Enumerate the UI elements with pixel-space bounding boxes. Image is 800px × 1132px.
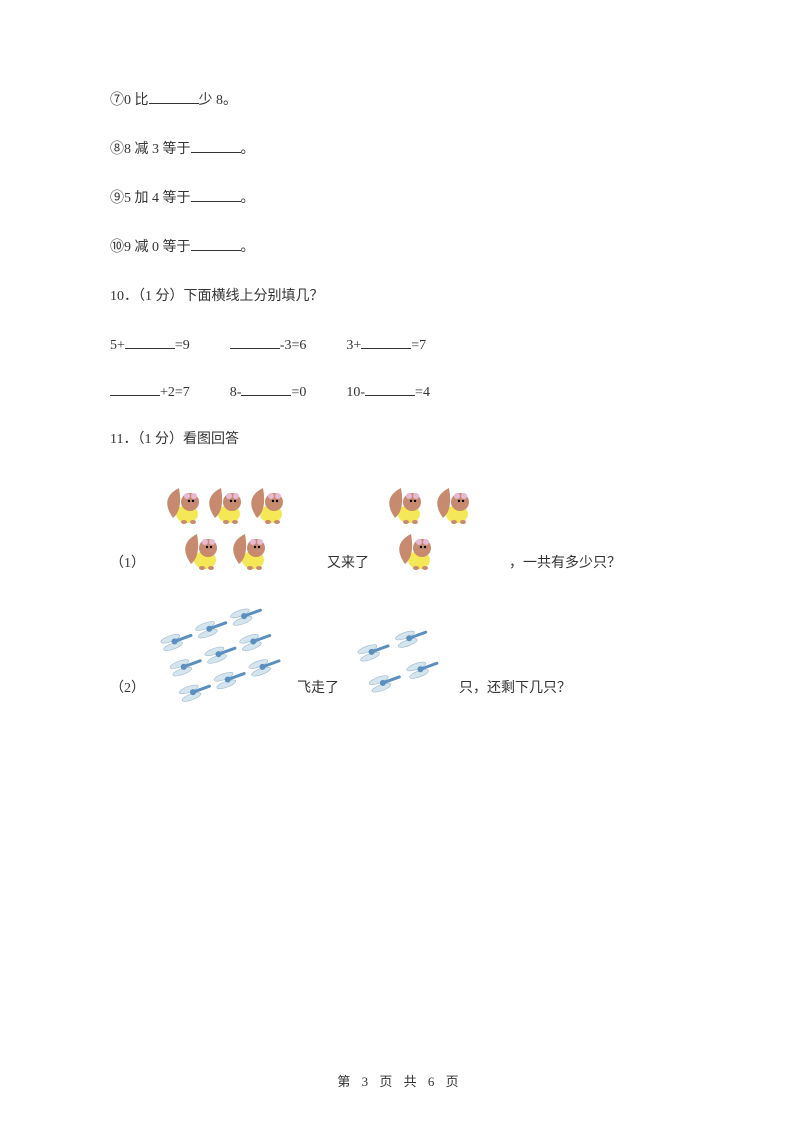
eq5: 8-=0: [230, 382, 307, 401]
question-11-label: 11．（1 分）看图回答: [110, 429, 690, 450]
question-8: ⑧8 减 3 等于 。: [110, 139, 690, 160]
q8-post: 。: [241, 142, 255, 157]
blank[interactable]: [125, 335, 175, 349]
q10c-pre: ⑩9 减 0 等于: [110, 240, 191, 255]
q8-pre: ⑧8 减 3 等于: [110, 142, 191, 157]
eq2: -3=6: [230, 335, 307, 354]
blank[interactable]: [365, 382, 415, 396]
question-9: ⑨5 加 4 等于 。: [110, 188, 690, 209]
eq1: 5+=9: [110, 335, 190, 354]
p1-num: （1）: [110, 552, 145, 578]
blank[interactable]: [241, 382, 291, 396]
dragonfly-group-4-icon: [349, 618, 449, 703]
p2-mid2: 只，还剩下几只？: [459, 677, 571, 703]
picture-question-2: （2） 飞走了 只，还剩下几只？: [110, 608, 690, 703]
q9-post: 。: [241, 191, 255, 206]
question-10-label: 10．（1 分）下面横线上分别填几？: [110, 286, 690, 307]
question-7: ⑦0 比 少 8。: [110, 90, 690, 111]
question-10-circled: ⑩9 减 0 等于 。: [110, 237, 690, 258]
equation-row-2: +2=7 8-=0 10-=4: [110, 382, 690, 401]
squirrel-group-5-icon: [157, 478, 317, 578]
page-footer: 第 3 页 共 6 页: [0, 1071, 800, 1090]
q7-pre: ⑦0 比: [110, 93, 149, 108]
blank[interactable]: [230, 335, 280, 349]
blank[interactable]: [361, 335, 411, 349]
squirrel-group-3-icon: [379, 478, 499, 578]
eq6: 10-=4: [346, 382, 430, 401]
q9-pre: ⑨5 加 4 等于: [110, 191, 191, 206]
eq3: 3+=7: [346, 335, 426, 354]
picture-question-1: （1） 又来了 ，一共有多少只？: [110, 478, 690, 578]
eq4: +2=7: [110, 382, 190, 401]
dragonfly-group-9-icon: [157, 608, 287, 703]
blank[interactable]: [191, 188, 241, 202]
blank[interactable]: [149, 90, 199, 104]
equation-row-1: 5+=9 -3=6 3+=7: [110, 335, 690, 354]
blank[interactable]: [191, 139, 241, 153]
blank[interactable]: [110, 382, 160, 396]
p1-mid: 又来了: [327, 552, 369, 578]
p2-num: （2）: [110, 677, 145, 703]
p1-end: ，一共有多少只？: [509, 552, 621, 578]
q10c-post: 。: [241, 240, 255, 255]
p2-mid: 飞走了: [297, 677, 339, 703]
blank[interactable]: [191, 237, 241, 251]
q7-post: 少 8。: [199, 93, 238, 108]
